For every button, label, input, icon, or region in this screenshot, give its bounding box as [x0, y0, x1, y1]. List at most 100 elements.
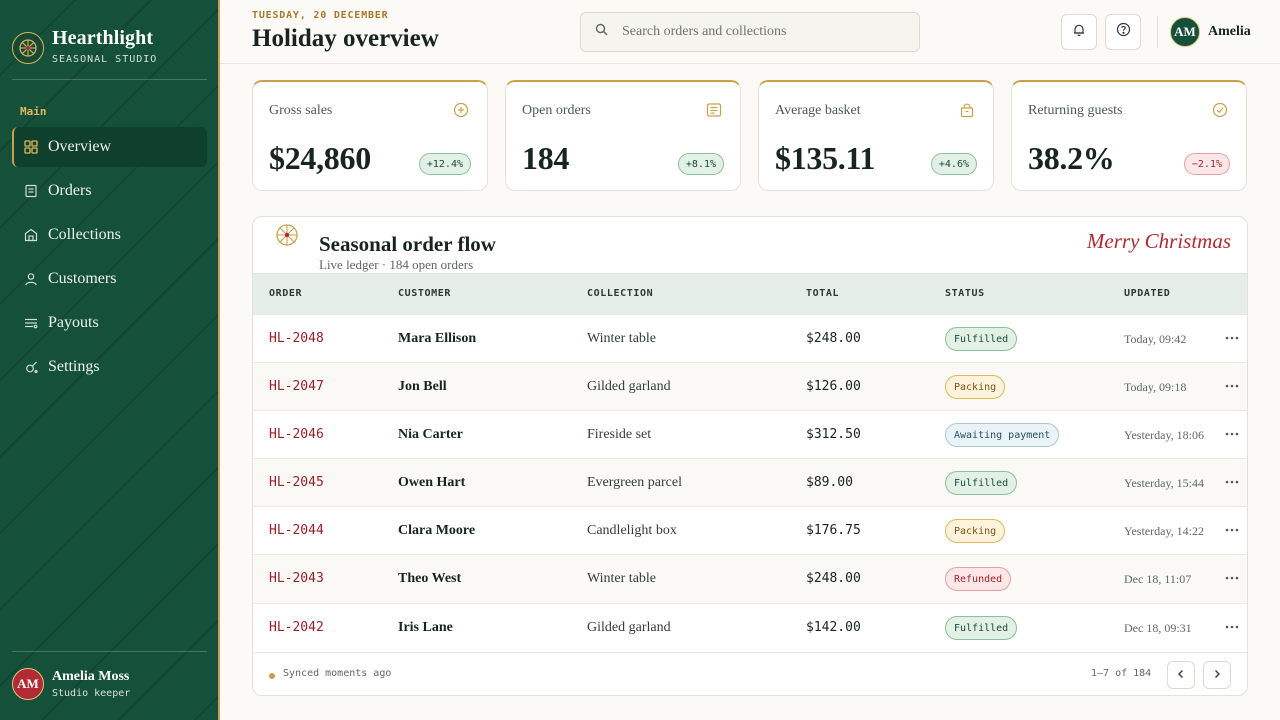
sidebar-item-overview[interactable]: Overview [12, 127, 207, 167]
sidebar-divider [12, 79, 207, 80]
kpi-label: Average basket [775, 103, 861, 118]
chevron-left-icon [1176, 666, 1186, 684]
header-divider [1157, 16, 1158, 48]
order-total: $312.50 [806, 427, 861, 442]
table-row[interactable]: HL-2043 Theo West Winter table $248.00 R… [253, 554, 1247, 602]
kpi-delta-badge: −2.1% [1183, 153, 1230, 175]
customer-name: Clara Moore [398, 523, 476, 538]
status-badge: Fulfilled [945, 616, 1018, 640]
order-id[interactable]: HL-2042 [269, 620, 324, 635]
search-input[interactable]: Search orders and collections [580, 12, 920, 52]
updated-time: Yesterday, 15:44 [1124, 476, 1204, 490]
column-header[interactable]: CUSTOMER [398, 288, 451, 299]
column-header[interactable]: ORDER [269, 288, 303, 299]
collection-name: Gilded garland [587, 379, 671, 394]
sidebar-item-label: Payouts [48, 314, 99, 331]
kpi-label: Returning guests [1028, 103, 1123, 118]
search-icon [595, 23, 608, 41]
collection-name: Candlelight box [587, 523, 677, 538]
column-header[interactable]: COLLECTION [587, 288, 654, 299]
order-id[interactable]: HL-2043 [269, 571, 324, 586]
table-row[interactable]: HL-2044 Clara Moore Candlelight box $176… [253, 506, 1247, 554]
sync-status: Synced moments ago [283, 668, 392, 679]
column-header[interactable]: STATUS [945, 288, 985, 299]
column-header[interactable]: UPDATED [1124, 288, 1171, 299]
table-row[interactable]: HL-2047 Jon Bell Gilded garland $126.00 … [253, 362, 1247, 410]
more-options-icon[interactable] [1223, 569, 1241, 587]
header-user-menu[interactable]: AM Amelia [1170, 17, 1251, 47]
receipt-icon [24, 184, 38, 198]
table-row[interactable]: HL-2042 Iris Lane Gilded garland $142.00… [253, 603, 1247, 651]
more-options-icon[interactable] [1223, 521, 1241, 539]
wheel-ornament-icon [275, 223, 299, 252]
sidebar-user[interactable]: AM Amelia Moss Studio keeper [12, 668, 130, 700]
more-options-icon[interactable] [1223, 329, 1241, 347]
wheel-emblem-icon [12, 32, 44, 64]
kpi-card-gross-sales: Gross sales $24,860 +12.4% [252, 80, 488, 191]
table-footer: Synced moments ago 1–7 of 184 [253, 652, 1247, 695]
kpi-value: $135.11 [775, 140, 876, 176]
sidebar-item-collections[interactable]: Collections [12, 215, 207, 255]
table-subtitle: Live ledger · 184 open orders [319, 257, 474, 272]
table-row[interactable]: HL-2046 Nia Carter Fireside set $312.50 … [253, 410, 1247, 458]
order-total: $248.00 [806, 331, 861, 346]
order-total: $89.00 [806, 475, 853, 490]
nav-section-label: Main [20, 105, 47, 118]
help-button[interactable] [1105, 14, 1141, 50]
help-icon [1116, 22, 1131, 42]
more-options-icon[interactable] [1223, 618, 1241, 636]
order-total: $142.00 [806, 620, 861, 635]
document-icon [706, 102, 722, 118]
sidebar-item-label: Collections [48, 226, 121, 243]
header-user-name: Amelia [1208, 24, 1251, 39]
sidebar-item-orders[interactable]: Orders [12, 171, 207, 211]
collection-name: Evergreen parcel [587, 475, 682, 490]
order-total: $126.00 [806, 379, 861, 394]
pagination-range: 1–7 of 184 [1091, 668, 1152, 679]
bag-icon [959, 102, 975, 118]
kpi-delta-badge: +8.1% [677, 153, 724, 175]
notifications-button[interactable] [1061, 14, 1097, 50]
previous-page-button[interactable] [1167, 661, 1195, 689]
sync-status-dot [269, 673, 275, 679]
sidebar-item-payouts[interactable]: Payouts [12, 303, 207, 343]
avatar: AM [12, 668, 44, 700]
more-options-icon[interactable] [1223, 473, 1241, 491]
sidebar-item-settings[interactable]: Settings [12, 347, 207, 387]
updated-time: Dec 18, 11:07 [1124, 572, 1192, 586]
order-total: $248.00 [806, 571, 861, 586]
user-role: Studio keeper [52, 688, 131, 699]
customer-name: Jon Bell [398, 379, 447, 394]
avatar: AM [1170, 17, 1200, 47]
table-row[interactable]: HL-2048 Mara Ellison Winter table $248.0… [253, 314, 1247, 362]
kpi-card-open-orders: Open orders 184 +8.1% [505, 80, 741, 191]
table-header: ORDER CUSTOMER COLLECTION TOTAL STATUS U… [253, 273, 1247, 314]
search-placeholder: Search orders and collections [622, 24, 787, 39]
table-title: Seasonal order flow [319, 232, 496, 256]
top-header: TUESDAY, 20 DECEMBER Holiday overview Se… [220, 0, 1280, 64]
status-badge: Packing [945, 519, 1006, 543]
orders-table-card: Seasonal order flow Live ledger · 184 op… [252, 216, 1248, 696]
order-id[interactable]: HL-2047 [269, 379, 324, 394]
status-badge: Awaiting payment [945, 423, 1060, 447]
order-id[interactable]: HL-2048 [269, 331, 324, 346]
sidebar-item-customers[interactable]: Customers [12, 259, 207, 299]
kpi-card-returning-guests: Returning guests 38.2% −2.1% [1011, 80, 1247, 191]
order-id[interactable]: HL-2046 [269, 427, 324, 442]
customer-name: Mara Ellison [398, 331, 477, 346]
column-header[interactable]: TOTAL [806, 288, 840, 299]
brand-subtitle: SEASONAL STUDIO [52, 54, 158, 65]
order-id[interactable]: HL-2044 [269, 523, 324, 538]
sidebar-item-label: Customers [48, 270, 117, 287]
next-page-button[interactable] [1203, 661, 1231, 689]
store-icon [24, 228, 38, 242]
user-name: Amelia Moss [52, 669, 130, 684]
kpi-label: Gross sales [269, 103, 333, 118]
updated-time: Yesterday, 14:22 [1124, 524, 1204, 538]
more-options-icon[interactable] [1223, 425, 1241, 443]
more-options-icon[interactable] [1223, 377, 1241, 395]
order-id[interactable]: HL-2045 [269, 475, 324, 490]
kpi-value: $24,860 [269, 140, 371, 176]
collection-name: Winter table [587, 571, 657, 586]
table-row[interactable]: HL-2045 Owen Hart Evergreen parcel $89.0… [253, 458, 1247, 506]
